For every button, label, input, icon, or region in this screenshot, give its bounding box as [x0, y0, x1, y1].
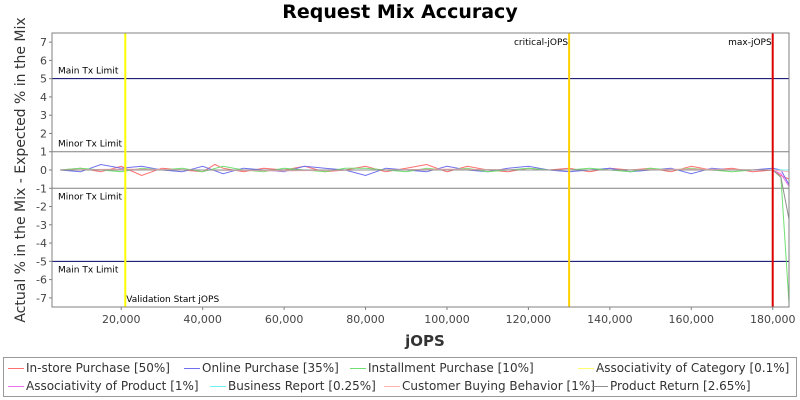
- y-tick-label: 2: [40, 127, 47, 140]
- x-tick-label: 40,000: [183, 313, 222, 326]
- legend-label: Associativity of Product [1%]: [26, 379, 199, 393]
- legend: In-store Purchase [50%] Online Purchase […: [3, 357, 797, 397]
- h-marker-label: Main Tx Limit: [58, 67, 119, 77]
- v-marker-label: critical-jOPS: [514, 38, 568, 48]
- y-tick-label: 0: [40, 164, 47, 177]
- legend-label: Customer Buying Behavior [1%]: [402, 379, 595, 393]
- y-tick-label: 4: [40, 91, 47, 104]
- legend-swatch: [592, 386, 608, 387]
- series-line: [60, 163, 790, 180]
- legend-swatch: [384, 386, 400, 387]
- legend-label: Product Return [2.65%]: [610, 379, 751, 393]
- y-tick-label: -3: [36, 219, 47, 232]
- legend-label: Installment Purchase [10%]: [368, 361, 534, 375]
- y-tick-label: -4: [36, 237, 47, 250]
- legend-swatch: [8, 368, 24, 369]
- x-axis-label: jOPS: [404, 332, 445, 350]
- h-marker-label: Main Tx Limit: [58, 265, 119, 275]
- legend-swatch: [350, 368, 366, 369]
- y-tick-label: 3: [40, 109, 47, 122]
- legend-label: In-store Purchase [50%]: [26, 361, 170, 375]
- h-marker-label: Minor Tx Limit: [58, 192, 123, 202]
- x-tick-label: 160,000: [669, 313, 715, 326]
- y-tick-label: -7: [36, 292, 47, 305]
- y-tick-label: -5: [36, 255, 47, 268]
- y-tick-label: -1: [36, 182, 47, 195]
- legend-label: Business Report [0.25%]: [228, 379, 376, 393]
- legend-swatch: [578, 368, 594, 369]
- chart-title: Request Mix Accuracy: [282, 1, 518, 23]
- plot-area: Main Tx Limit Minor Tx Limit Minor Tx Limi…: [36, 32, 796, 326]
- legend-swatch: [184, 368, 200, 369]
- y-tick-label: 6: [40, 54, 47, 67]
- y-axis-label: Actual % in the Mix - Expected % in the …: [13, 17, 29, 322]
- h-marker-label: Minor Tx Limit: [58, 140, 123, 150]
- x-tick-label: 120,000: [506, 313, 552, 326]
- y-tick-label: -6: [36, 274, 47, 287]
- y-tick-label: -2: [36, 201, 47, 214]
- legend-label: Associativity of Category [0.1%]: [596, 361, 790, 375]
- legend-label: Online Purchase [35%]: [202, 361, 339, 375]
- x-tick-label: 100,000: [424, 313, 470, 326]
- x-tick-label: 20,000: [102, 313, 141, 326]
- legend-swatch: [210, 386, 226, 387]
- series-line: [60, 169, 790, 220]
- y-tick-label: 7: [40, 36, 47, 49]
- v-marker-label: Validation Start jOPS: [126, 295, 219, 305]
- x-tick-label: 180,000: [750, 313, 796, 326]
- x-tick-label: 80,000: [346, 313, 385, 326]
- legend-swatch: [8, 386, 24, 387]
- y-tick-label: 5: [40, 73, 47, 86]
- x-tick-label: 60,000: [265, 313, 304, 326]
- x-tick-label: 140,000: [587, 313, 633, 326]
- y-tick-label: 1: [40, 146, 47, 159]
- v-marker-label: max-jOPS: [728, 38, 772, 48]
